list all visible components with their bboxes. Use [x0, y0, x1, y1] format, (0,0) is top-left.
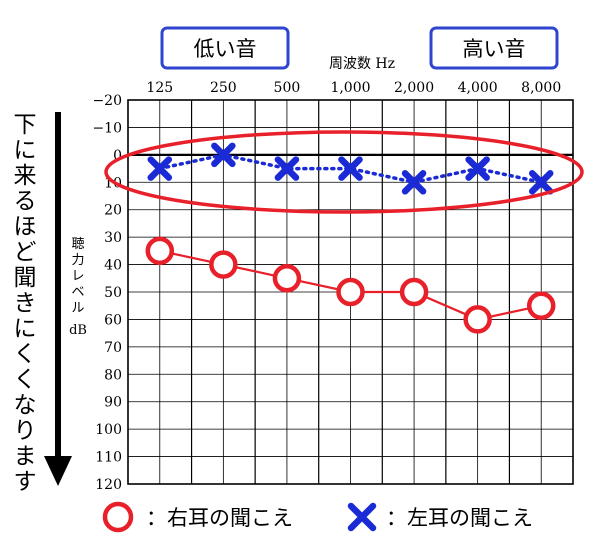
- y-tick-label: 60: [104, 312, 122, 328]
- x-tick-label: 125: [146, 80, 173, 96]
- down-arrow: [44, 112, 72, 486]
- data-point-circle: [102, 501, 134, 533]
- x-tick-label: 250: [210, 80, 237, 96]
- x-tick-label: 2,000: [394, 80, 434, 96]
- series-0: [145, 236, 556, 334]
- data-point-circle: [272, 264, 302, 293]
- y-tick-label: 100: [95, 422, 122, 438]
- data-point-circle: [209, 250, 238, 279]
- low-sound-label: 低い音: [160, 26, 290, 70]
- x-tick-label: 1,000: [330, 80, 370, 96]
- y-tick-label: 30: [104, 230, 122, 246]
- data-point-cross: [528, 170, 554, 195]
- data-point-circle: [145, 236, 175, 266]
- data-point-circle: [526, 291, 556, 320]
- x-tick-labels: 125 250 500 1,000 2,000 4,000 8,000: [146, 80, 561, 96]
- y-tick-label: 110: [95, 450, 122, 466]
- data-point-cross: [274, 156, 300, 181]
- svg-text:低い音: 低い音: [194, 37, 257, 61]
- x-tick-label: 4,000: [458, 80, 498, 96]
- y-tick-label: 120: [95, 477, 122, 493]
- x-tick-label: 500: [274, 80, 301, 96]
- data-point-cross: [211, 142, 236, 168]
- data-point-circle: [463, 305, 492, 334]
- highlight-ellipse: [104, 130, 584, 214]
- x-axis-label: 周波数 Hz: [329, 56, 395, 72]
- x-tick-label: 8,000: [521, 80, 561, 96]
- data-point-cross: [347, 502, 377, 532]
- legend: ：右耳の聞こえ ：左耳の聞こえ: [102, 501, 533, 533]
- series-1: [147, 142, 554, 195]
- y-axis-unit: dB: [69, 323, 87, 338]
- data-point-cross: [338, 156, 363, 181]
- y-tick-label: 70: [104, 340, 122, 356]
- y-axis-label: 聴力レベル: [71, 237, 84, 316]
- data-point-circle: [399, 277, 429, 307]
- y-tick-label: 90: [104, 395, 122, 411]
- y-tick-label: −10: [92, 120, 122, 136]
- legend-right-ear: ：右耳の聞こえ: [146, 506, 293, 530]
- y-tick-label: 80: [104, 367, 122, 383]
- data-point-cross: [401, 170, 427, 195]
- y-tick-label: 0: [113, 148, 122, 164]
- data-point-circle: [336, 277, 365, 307]
- data-point-cross: [465, 156, 490, 181]
- arrow-caption: 下に来るほど聞きにくくなります: [14, 112, 37, 495]
- y-tick-label: −20: [92, 93, 122, 109]
- y-tick-label: 20: [104, 203, 122, 219]
- svg-text:高い音: 高い音: [463, 37, 526, 61]
- y-tick-label: 50: [104, 285, 122, 301]
- y-tick-label: 40: [104, 258, 122, 274]
- data-point-cross: [147, 156, 173, 181]
- high-sound-label: 高い音: [429, 26, 559, 70]
- legend-left-ear: ：左耳の聞こえ: [386, 506, 533, 530]
- series-layer: [145, 142, 556, 334]
